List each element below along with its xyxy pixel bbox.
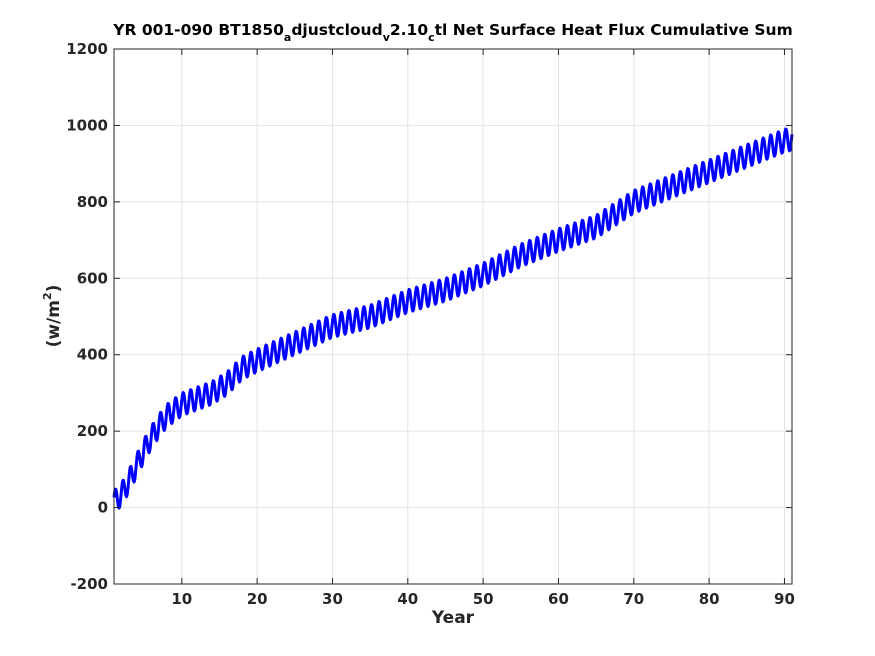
series-group [112, 127, 794, 510]
series-line [112, 127, 794, 510]
title-sub2: v [383, 31, 391, 44]
y-axis-label: (w/m2) [41, 285, 64, 348]
y-label-base: (w/m [44, 300, 64, 347]
x-tick-label: 50 [473, 590, 494, 608]
y-tick-label: 1200 [66, 40, 108, 58]
x-axis-label: Year [431, 608, 475, 628]
y-label-close: ) [44, 285, 64, 293]
title-part2: djustcloud [291, 21, 382, 39]
x-tick-label: 60 [548, 590, 569, 608]
y-tick-label: 400 [77, 346, 108, 364]
x-tick-label: 30 [322, 590, 343, 608]
x-tick-label: 90 [774, 590, 795, 608]
title-sub3: c [428, 31, 435, 44]
title-suffix: tl Net Surface Heat Flux Cumulative Sum [435, 21, 793, 39]
axes-box [113, 48, 793, 585]
title-sub1: a [284, 31, 291, 44]
y-label-sup: 2 [41, 292, 54, 300]
plot-area [114, 49, 792, 584]
title-part3: 2.10 [390, 21, 428, 39]
y-tick-label: 600 [77, 269, 108, 287]
ticks: 10 20 30 40 50 60 70 80 90 -200 0 200 400 600 800 1000 1… [66, 40, 795, 608]
title-prefix: YR 001-090 BT1850 [112, 21, 284, 39]
y-tick-label: 800 [77, 193, 108, 211]
y-tick-label: 0 [98, 499, 108, 517]
chart-title: YR 001-090 BT1850adjustcloudv2.10ctl Net… [112, 21, 792, 44]
x-tick-label: 40 [397, 590, 418, 608]
x-tick-label: 10 [171, 590, 192, 608]
x-tick-label: 80 [699, 590, 720, 608]
y-tick-label: 200 [77, 422, 108, 440]
y-tick-label: -200 [70, 575, 108, 593]
y-tick-label: 1000 [66, 116, 108, 134]
x-tick-label: 20 [247, 590, 268, 608]
x-tick-label: 70 [623, 590, 644, 608]
